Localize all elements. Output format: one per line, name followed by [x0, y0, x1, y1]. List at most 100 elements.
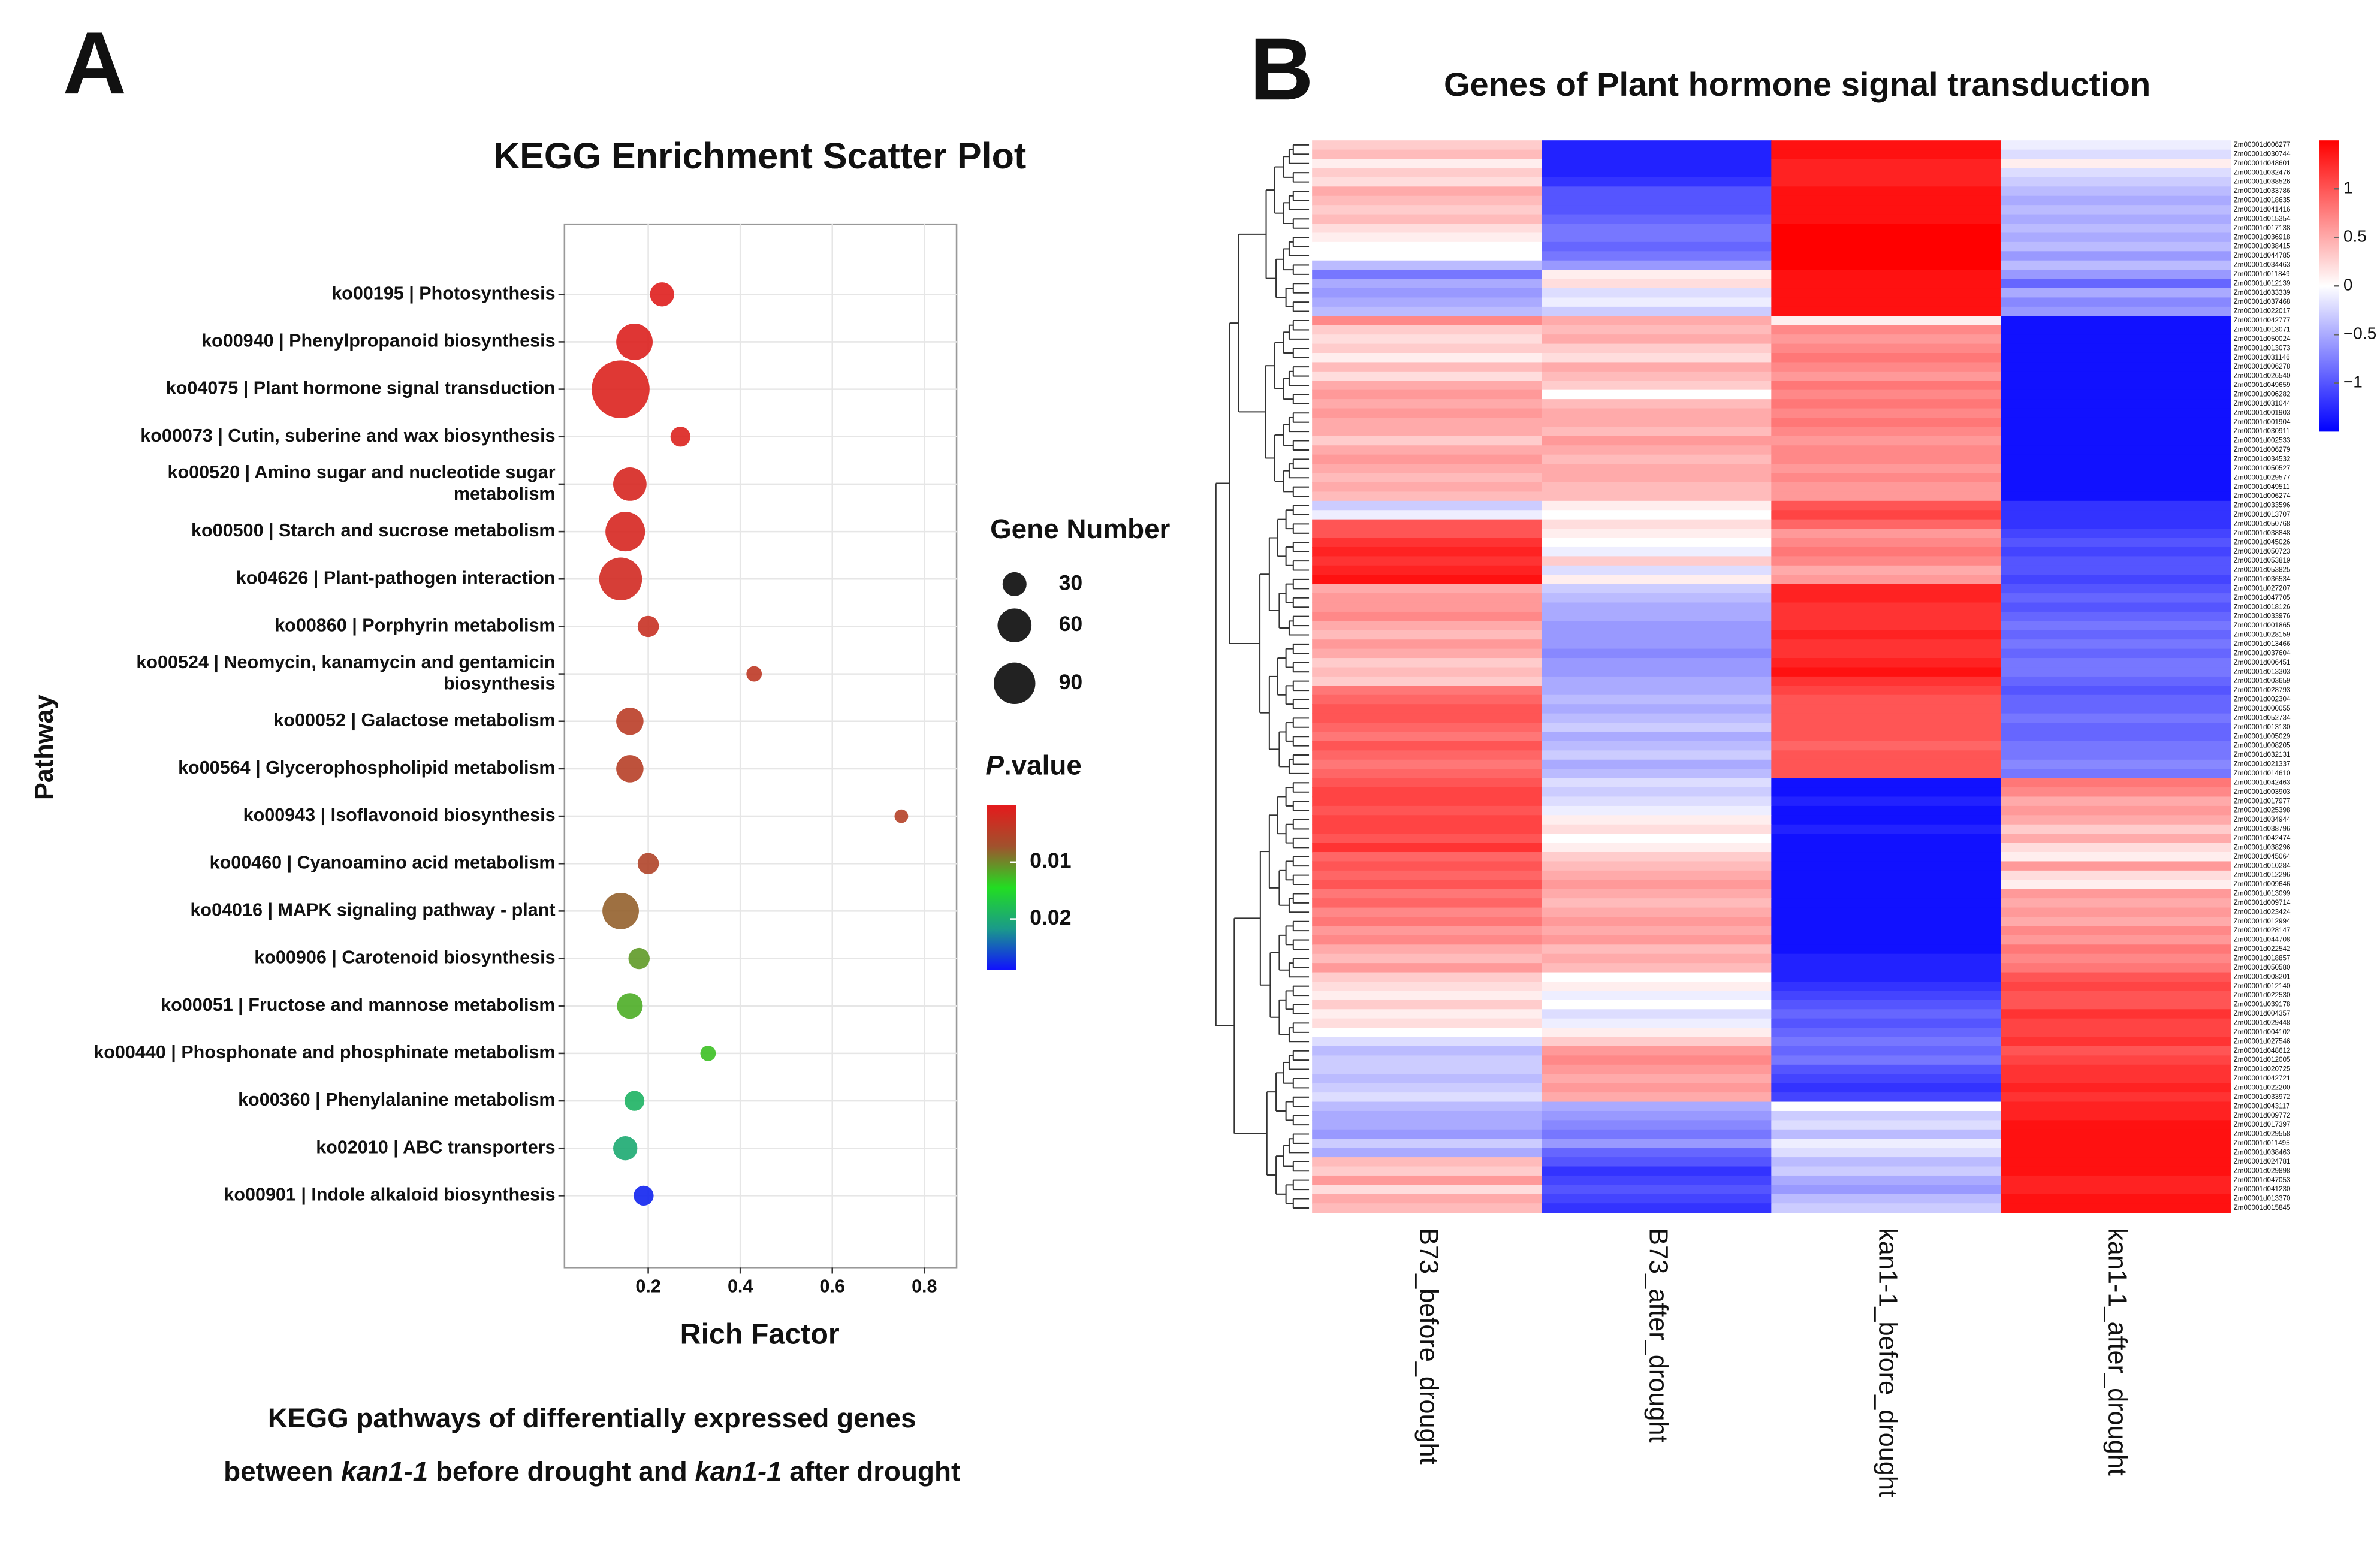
row-label: Zm00001d028147 [2234, 926, 2291, 934]
heatmap-cell [2001, 232, 2231, 243]
heatmap-cell [1312, 186, 1542, 197]
heatmap-cell [1312, 880, 1542, 890]
heatmap-cell [1542, 1166, 1772, 1176]
bubble [602, 892, 639, 929]
heatmap-cell [1771, 343, 2002, 354]
label-line: ko00520 | Amino sugar and nucleotide sug… [168, 462, 556, 482]
row-label: Zm00001d037468 [2234, 298, 2291, 306]
heatmap-cell [1542, 232, 1772, 243]
heatmap-cell [1771, 352, 2002, 363]
row-label: Zm00001d022542 [2234, 945, 2291, 953]
heatmap-cell [1542, 195, 1772, 206]
heatmap-cell [2001, 1055, 2231, 1065]
label-line: biosynthesis [444, 673, 556, 693]
heatmap-cell [2001, 944, 2231, 955]
heatmap-cell [1542, 602, 1772, 612]
heatmap-cell [2001, 1018, 2231, 1028]
heatmap-cell [1542, 991, 1772, 1001]
heatmap-cell [1771, 639, 2002, 650]
heatmap-cell [1312, 149, 1542, 159]
heatmap-cell [1771, 408, 2002, 418]
row-label: Zm00001d030911 [2234, 427, 2290, 435]
heatmap-cell [1312, 759, 1542, 769]
heatmap-cell [1542, 750, 1772, 760]
heatmap-cell [1771, 805, 2002, 816]
heatmap-cell [1542, 1037, 1772, 1047]
row-label: Zm00001d034532 [2234, 455, 2291, 463]
heatmap-cell [1312, 750, 1542, 760]
heatmap-cell [2001, 852, 2231, 862]
y-tick-label: ko00901 | Indole alkaloid biosynthesis [224, 1184, 555, 1204]
heatmap-cell [1542, 334, 1772, 345]
heatmap-cell [2001, 195, 2231, 206]
row-label: Zm00001d045064 [2234, 853, 2291, 860]
heatmap-cell [1312, 676, 1542, 687]
heatmap-cell [1312, 686, 1542, 696]
heatmap-cell [1542, 972, 1772, 982]
row-label: Zm00001d002304 [2234, 696, 2291, 703]
y-tick-label: ko00500 | Starch and sucrose metabolism [191, 520, 556, 540]
row-label: Zm00001d004357 [2234, 1010, 2291, 1017]
heatmap-cell [1542, 381, 1772, 391]
heatmap-cell [2001, 843, 2231, 853]
heatmap-cell [2001, 963, 2231, 973]
heatmap-cell [2001, 898, 2231, 908]
row-label: Zm00001d004102 [2234, 1028, 2291, 1036]
row-label: Zm00001d037604 [2234, 649, 2291, 657]
heatmap-cell [1542, 1129, 1772, 1140]
heatmap-cell [1771, 584, 2002, 594]
heatmap-cell [1312, 861, 1542, 871]
heatmap-cell [1542, 787, 1772, 798]
caption-part: before drought and [428, 1456, 695, 1487]
row-label: Zm00001d026540 [2234, 372, 2291, 380]
heatmap-cell [1312, 1064, 1542, 1075]
heatmap-cell [1771, 1148, 2002, 1158]
heatmap-cell [2001, 408, 2231, 418]
heatmap-cell [1542, 935, 1772, 946]
heatmap-cell [1312, 1000, 1542, 1010]
row-label: Zm00001d000055 [2234, 705, 2291, 712]
y-tick-label: ko00564 | Glycerophospholipid metabolism [178, 757, 556, 778]
row-label: Zm00001d018857 [2234, 955, 2291, 962]
row-label: Zm00001d033976 [2234, 612, 2291, 620]
heatmap-cell [1771, 963, 2002, 973]
row-label: Zm00001d006279 [2234, 446, 2291, 454]
row-label: Zm00001d053825 [2234, 566, 2291, 574]
heatmap-cell [2001, 565, 2231, 575]
heatmap-cell [1542, 926, 1772, 936]
heatmap-cell [1771, 454, 2002, 464]
heatmap-cell [2001, 427, 2231, 437]
heatmap-cell [2001, 1037, 2231, 1047]
heatmap-cell [1542, 611, 1772, 622]
heatmap-cell [1542, 186, 1772, 197]
heatmap-cell [1771, 575, 2002, 585]
heatmap-cell [1771, 593, 2002, 603]
row-label: Zm00001d042474 [2234, 834, 2291, 842]
row-label: Zm00001d025398 [2234, 807, 2291, 814]
heatmap-cell [1312, 343, 1542, 354]
heatmap-cell [1312, 1139, 1542, 1149]
colorbar-tick-label: 0.02 [1030, 905, 1071, 929]
row-label: Zm00001d032131 [2234, 751, 2291, 759]
heatmap-cell [2001, 1129, 2231, 1140]
row-label: Zm00001d047053 [2234, 1176, 2291, 1184]
heatmap-cell [1312, 991, 1542, 1001]
heatmap-cell [1771, 1203, 2002, 1213]
heatmap-cell [2001, 861, 2231, 871]
heatmap-cell [1312, 593, 1542, 603]
heatmap-cell [1771, 1129, 2002, 1140]
heatmap-cell [1312, 1083, 1542, 1093]
heatmap-cell [2001, 464, 2231, 474]
heatmap-cell [1312, 834, 1542, 844]
heatmap-cell [1312, 852, 1542, 862]
heatmap-cell [2001, 926, 2231, 936]
heatmap-cell [1542, 288, 1772, 298]
heatmap-cell [2001, 473, 2231, 483]
heatmap-cell [2001, 834, 2231, 844]
heatmap-cell [1312, 325, 1542, 335]
row-label: Zm00001d050580 [2234, 964, 2291, 971]
heatmap-cell [1542, 297, 1772, 307]
color-legend-title: P.value [985, 750, 1081, 780]
bubble [616, 755, 644, 783]
heatmap-cell [1312, 556, 1542, 566]
